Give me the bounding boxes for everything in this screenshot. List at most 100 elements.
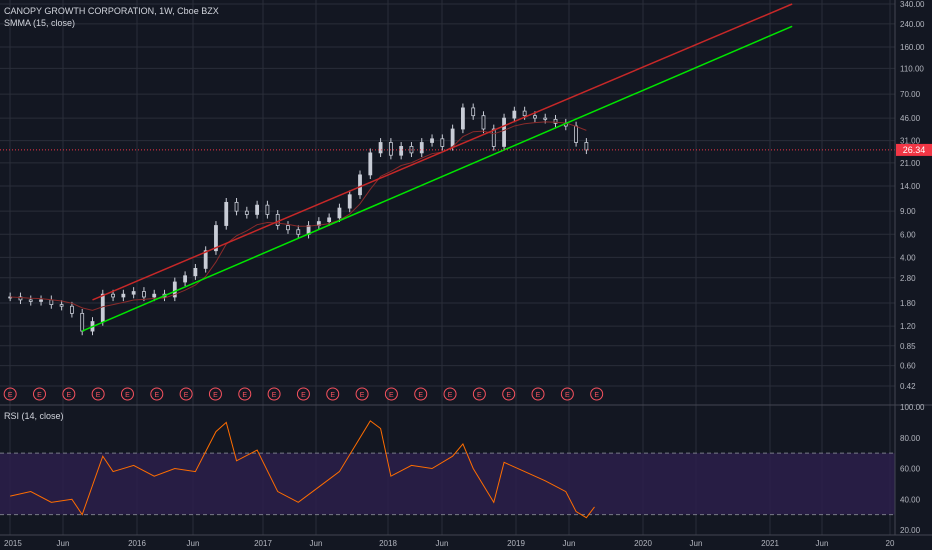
last-price-badge: 26.34 <box>896 143 932 156</box>
candle-body <box>543 117 548 120</box>
price-tick-label: 110.00 <box>900 64 924 73</box>
time-tick-label: Jun <box>816 539 829 548</box>
candle-body <box>440 138 445 147</box>
earnings-marker <box>443 387 457 401</box>
rsi-tick-label: 20.00 <box>900 526 921 535</box>
candle-body <box>419 142 424 154</box>
candle-body <box>121 293 126 298</box>
rsi-line <box>10 420 595 519</box>
earnings-label: E <box>448 392 453 399</box>
earnings-marker <box>560 387 574 401</box>
earnings-label: E <box>154 392 159 399</box>
earnings-label: E <box>37 392 42 399</box>
earnings-label: E <box>477 392 482 399</box>
candle-body <box>18 296 23 301</box>
upper-trendline[interactable] <box>92 3 793 301</box>
candle-body <box>80 312 85 332</box>
earnings-marker <box>238 387 252 401</box>
rsi-tick-label: 100.00 <box>900 403 925 412</box>
candle-body <box>131 291 136 295</box>
earnings-label: E <box>389 392 394 399</box>
candle-body <box>481 115 486 130</box>
candle-body <box>183 275 187 283</box>
candle-body <box>70 305 74 314</box>
earnings-label: E <box>184 392 189 399</box>
candle-body <box>224 201 229 226</box>
earnings-marker <box>384 387 398 401</box>
candle-body <box>286 225 290 231</box>
price-tick-label: 2.80 <box>900 274 916 283</box>
price-tick-label: 1.80 <box>900 299 916 308</box>
earnings-marker <box>150 387 164 401</box>
earnings-marker <box>62 387 76 401</box>
price-tick-label: 9.00 <box>900 207 916 216</box>
time-tick-label: 2018 <box>379 539 397 548</box>
earnings-label: E <box>506 392 511 399</box>
candle-body <box>327 217 332 222</box>
earnings-marker <box>472 387 486 401</box>
earnings-marker <box>590 387 604 401</box>
time-axis[interactable]: 2015 Jun 2016 Jun 2017 Jun 2018 Jun 2019 Jun 2020 J… <box>4 539 895 548</box>
earnings-label: E <box>330 392 335 399</box>
price-tick-label: 1.20 <box>900 322 916 331</box>
candle-body <box>39 299 43 302</box>
rsi-tick-label: 40.00 <box>900 495 921 504</box>
chart-title: CANOPY GROWTH CORPORATION, 1W, Cboe BZX <box>4 6 219 16</box>
time-tick-label: Jun <box>436 539 449 548</box>
price-axis[interactable]: 340.00240.00160.00110.0070.0046.0031.002… <box>900 0 925 391</box>
earnings-marker <box>208 387 222 401</box>
earnings-marker <box>32 387 46 401</box>
smma-legend: SMMA (15, close) <box>4 18 76 28</box>
candle-body <box>244 210 249 215</box>
candle-body <box>461 107 465 130</box>
earnings-label: E <box>8 392 13 399</box>
lower-trendline[interactable] <box>81 25 793 332</box>
time-tick-label: Jun <box>57 539 70 548</box>
candle-body <box>450 128 455 147</box>
last-price-label: 26.34 <box>903 145 926 155</box>
earnings-marker <box>120 387 134 401</box>
price-tick-label: 0.85 <box>900 342 916 351</box>
price-tick-label: 46.00 <box>900 114 921 123</box>
price-tick-label: 70.00 <box>900 90 921 99</box>
time-tick-label: Jun <box>563 539 576 548</box>
candle-body <box>471 107 476 117</box>
earnings-label: E <box>594 392 599 399</box>
earnings-label: E <box>66 392 71 399</box>
candle-body <box>522 110 527 117</box>
candle-body <box>275 214 280 226</box>
time-tick-label: Jun <box>187 539 200 548</box>
price-tick-label: 21.00 <box>900 159 921 168</box>
candle-body <box>347 194 352 209</box>
candle-body <box>502 117 506 147</box>
earnings-label: E <box>96 392 101 399</box>
candle-body <box>388 142 393 156</box>
time-tick-label: 2021 <box>761 539 779 548</box>
time-tick-label: 2016 <box>128 539 146 548</box>
time-tick-label: Jun <box>310 539 323 548</box>
price-tick-label: 340.00 <box>900 0 925 9</box>
rsi-axis[interactable]: 100.00 80.00 60.00 40.00 20.00 <box>900 403 925 535</box>
earnings-label: E <box>536 392 541 399</box>
candle-body <box>203 250 208 269</box>
earnings-marker <box>502 387 516 401</box>
price-tick-label: 160.00 <box>900 43 925 52</box>
earnings-label: E <box>418 392 423 399</box>
earnings-marker <box>267 387 281 401</box>
time-tick-label: Jun <box>690 539 703 548</box>
time-tick-label: 20 <box>886 539 895 548</box>
rsi-tick-label: 80.00 <box>900 434 921 443</box>
candle-body <box>265 204 270 215</box>
candle-body <box>111 293 115 298</box>
earnings-label: E <box>242 392 247 399</box>
rsi-tick-label: 60.00 <box>900 465 921 474</box>
price-tick-label: 14.00 <box>900 182 921 191</box>
candle-body <box>399 146 404 156</box>
candle-body <box>142 291 146 298</box>
price-tick-label: 240.00 <box>900 20 925 29</box>
earnings-marker <box>326 387 340 401</box>
candle-body <box>255 204 260 215</box>
earnings-marker <box>296 387 310 401</box>
